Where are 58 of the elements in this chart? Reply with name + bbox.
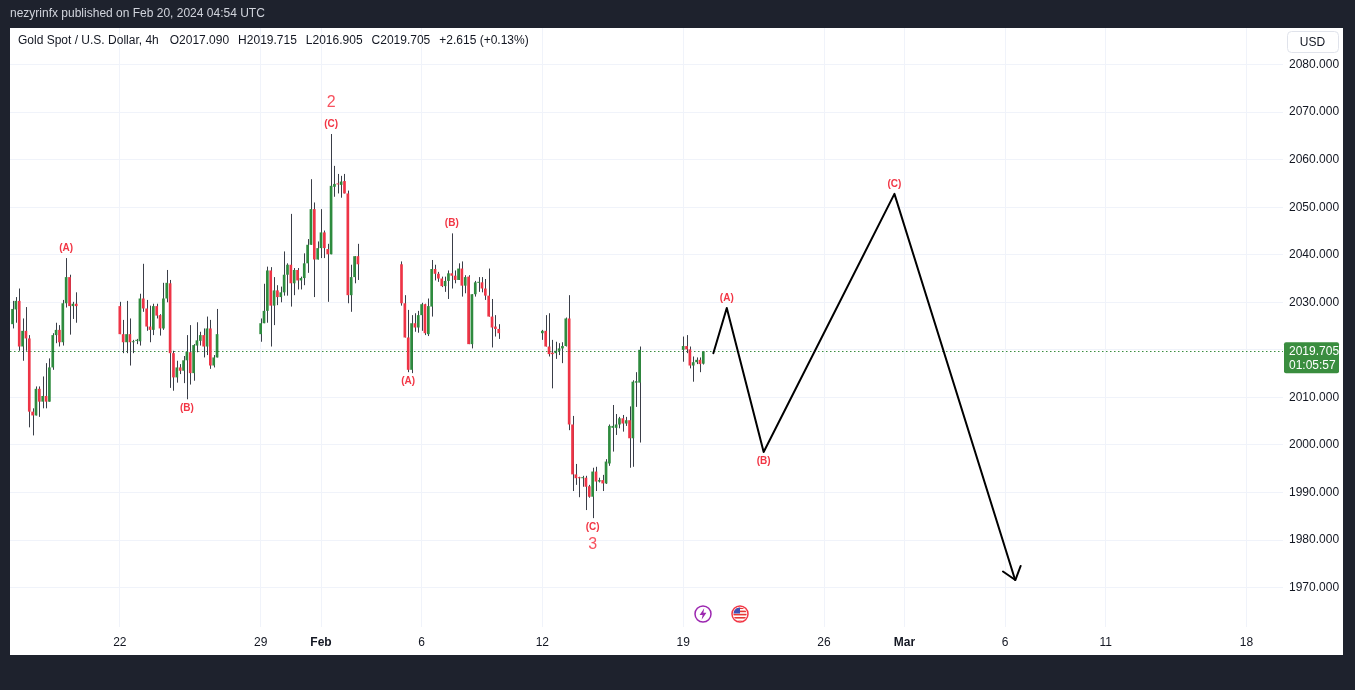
annotation: L2016.905 — [305, 33, 363, 48]
y-tick-label: 2070.000 — [1289, 104, 1340, 119]
y-tick-label: 1980.000 — [1289, 532, 1340, 547]
annotation: (B) — [444, 217, 459, 229]
annotation: (B) — [179, 402, 194, 414]
x-tick-label: 19 — [676, 634, 691, 649]
x-tick-label: 18 — [1239, 634, 1254, 649]
y-tick-label: 2060.000 — [1289, 152, 1340, 166]
chart-subtitle: nezyrinfx published on Feb 20, 2024 04:54 UTC — [10, 6, 266, 21]
candlestick — [121, 319, 125, 354]
candlestick — [487, 268, 491, 318]
annotation: +2.615 (+0.13%) — [439, 33, 529, 48]
annotation: (C) — [585, 520, 600, 532]
annotation: (A) — [401, 374, 416, 386]
y-tick-label: 2010.000 — [1289, 389, 1340, 404]
y-tick-label: 2030.000 — [1289, 294, 1340, 309]
annotation: (C) — [887, 177, 902, 189]
candlestick — [463, 274, 467, 294]
y-tick-label: 2050.000 — [1289, 199, 1340, 214]
candlestick — [296, 267, 299, 290]
candlestick — [11, 300, 14, 329]
x-tick-label: 29 — [253, 634, 268, 649]
candlestick — [276, 284, 279, 306]
annotation: 2 — [326, 93, 336, 111]
annotation: (A) — [59, 241, 74, 253]
candlestick — [323, 230, 326, 259]
candlestick — [577, 476, 581, 498]
y-tick-label: 1990.000 — [1289, 484, 1340, 499]
candlestick — [292, 267, 296, 296]
y-tick-label: 2040.000 — [1289, 247, 1340, 262]
candlestick — [58, 324, 61, 348]
x-tick-label: 12 — [535, 634, 550, 649]
x-tick-label: 6 — [418, 634, 426, 649]
candlestick — [691, 356, 695, 383]
y-tick-label: 1970.000 — [1289, 579, 1340, 594]
candlestick — [289, 213, 293, 308]
x-tick-label: Feb — [310, 634, 332, 649]
candlestick — [413, 312, 417, 333]
x-tick-label: 26 — [817, 634, 832, 649]
candlestick — [581, 475, 584, 488]
annotation: H2019.715 — [238, 33, 298, 48]
text: Gold Spot / U.S. Dollar, 4h — [18, 33, 159, 48]
x-tick-label: 22 — [113, 634, 127, 649]
y-axis-title: USD — [1299, 34, 1326, 49]
candlestick — [420, 302, 423, 332]
text: 01:05:57 — [1289, 357, 1337, 372]
y-tick-label: 2000.000 — [1289, 437, 1340, 452]
annotation: C2019.705 — [371, 33, 431, 48]
annotation: (C) — [324, 117, 339, 129]
y-tick-label: 2080.000 — [1289, 56, 1340, 71]
x-tick-label: 11 — [1099, 634, 1113, 649]
ref-line-label: 2019.705 — [1289, 343, 1340, 358]
candlestick — [41, 375, 45, 409]
annotation: O2017.090 — [169, 33, 230, 48]
candlestick — [477, 276, 480, 293]
x-tick-label: Mar — [893, 634, 916, 649]
x-tick-label: 6 — [1001, 634, 1009, 649]
annotation: 3 — [588, 534, 598, 552]
